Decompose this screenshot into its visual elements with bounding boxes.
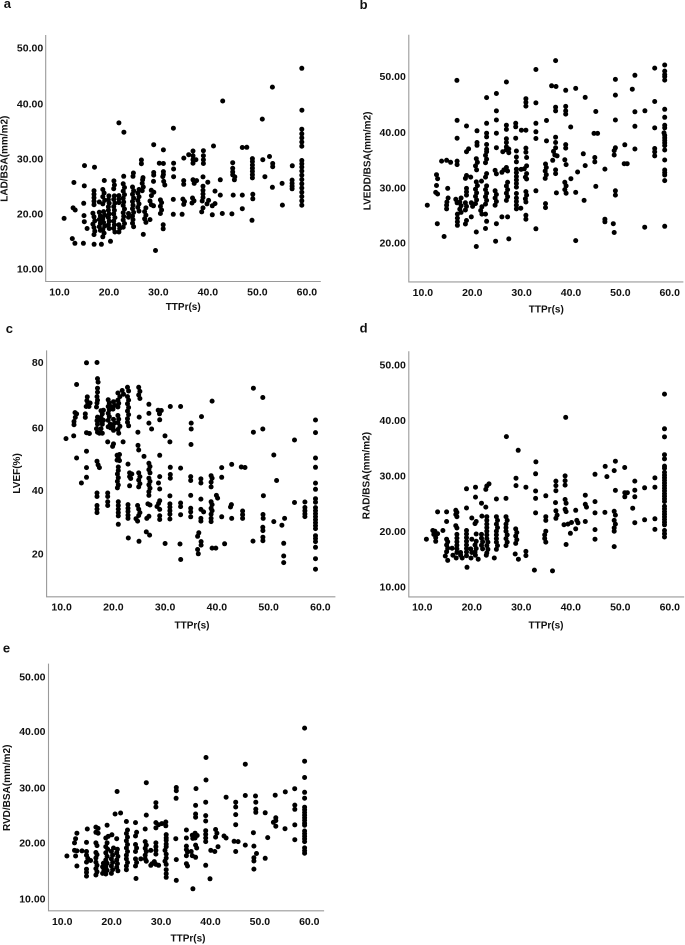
svg-text:60.0: 60.0	[310, 602, 331, 614]
svg-text:20.0: 20.0	[99, 286, 120, 298]
svg-text:40.00: 40.00	[17, 99, 43, 111]
svg-text:50.0: 50.0	[610, 287, 631, 299]
svg-text:10.0: 10.0	[52, 916, 73, 928]
svg-text:30.0: 30.0	[155, 602, 176, 614]
svg-text:20.0: 20.0	[103, 602, 124, 614]
svg-text:LVEF(%): LVEF(%)	[12, 453, 23, 493]
svg-text:10.0: 10.0	[413, 287, 434, 299]
svg-text:30.0: 30.0	[148, 286, 169, 298]
svg-text:d: d	[360, 320, 368, 335]
svg-text:50.0: 50.0	[247, 286, 268, 298]
svg-text:40.00: 40.00	[380, 415, 406, 427]
svg-text:50.00: 50.00	[380, 71, 406, 83]
svg-text:40.00: 40.00	[19, 726, 45, 738]
svg-text:50.00: 50.00	[17, 43, 43, 55]
svg-text:TTPr(s): TTPr(s)	[529, 305, 564, 316]
svg-text:30.0: 30.0	[151, 916, 172, 928]
svg-text:60.0: 60.0	[659, 287, 680, 299]
svg-text:10.0: 10.0	[49, 286, 70, 298]
svg-text:20.0: 20.0	[462, 287, 483, 299]
svg-text:RAD/BSA(mm/m2): RAD/BSA(mm/m2)	[362, 432, 373, 519]
svg-text:40: 40	[32, 485, 44, 497]
svg-text:TTPr(s): TTPr(s)	[529, 621, 564, 632]
svg-text:30.00: 30.00	[19, 783, 45, 795]
svg-text:40.0: 40.0	[200, 916, 221, 928]
svg-text:LAD/BSA(mm/m2): LAD/BSA(mm/m2)	[0, 116, 11, 202]
svg-text:10.0: 10.0	[51, 602, 72, 614]
svg-text:a: a	[4, 0, 12, 11]
svg-text:b: b	[360, 0, 368, 12]
svg-text:LVEDD/BSA(mm/m2): LVEDD/BSA(mm/m2)	[362, 112, 373, 211]
svg-text:60.0: 60.0	[297, 286, 318, 298]
svg-text:e: e	[3, 640, 10, 655]
svg-text:40.0: 40.0	[198, 286, 219, 298]
svg-text:40.0: 40.0	[561, 287, 582, 299]
svg-text:20.00: 20.00	[17, 209, 43, 221]
svg-text:50.00: 50.00	[19, 671, 45, 683]
svg-text:RVD/BSA(mm/m2): RVD/BSA(mm/m2)	[2, 745, 13, 832]
svg-text:20.0: 20.0	[462, 602, 483, 614]
svg-text:TTPr(s): TTPr(s)	[175, 621, 210, 632]
svg-text:30.0: 30.0	[511, 602, 532, 614]
svg-text:20.00: 20.00	[380, 238, 406, 250]
svg-text:30.00: 30.00	[17, 154, 43, 166]
svg-text:80: 80	[32, 357, 44, 369]
svg-text:60.0: 60.0	[660, 602, 681, 614]
svg-text:30.00: 30.00	[380, 470, 406, 482]
svg-text:30.0: 30.0	[511, 287, 532, 299]
svg-text:10.00: 10.00	[380, 582, 406, 594]
svg-text:20.00: 20.00	[380, 526, 406, 538]
svg-text:50.0: 50.0	[258, 602, 279, 614]
svg-text:20.00: 20.00	[19, 838, 45, 850]
svg-text:40.0: 40.0	[561, 602, 582, 614]
svg-text:30.00: 30.00	[380, 182, 406, 194]
svg-text:60.0: 60.0	[299, 916, 320, 928]
svg-text:TTPr(s): TTPr(s)	[171, 934, 206, 945]
svg-text:60: 60	[32, 422, 44, 434]
svg-text:c: c	[6, 321, 13, 336]
svg-text:50.00: 50.00	[380, 359, 406, 371]
svg-text:20: 20	[32, 548, 44, 560]
svg-text:50.0: 50.0	[610, 602, 631, 614]
svg-text:10.00: 10.00	[19, 894, 45, 906]
svg-text:TTPr(s): TTPr(s)	[166, 302, 201, 313]
svg-text:40.0: 40.0	[207, 602, 228, 614]
svg-text:40.00: 40.00	[380, 127, 406, 139]
svg-text:20.0: 20.0	[101, 916, 122, 928]
svg-text:50.0: 50.0	[250, 916, 271, 928]
svg-text:10.0: 10.0	[412, 602, 433, 614]
svg-text:10.00: 10.00	[17, 264, 43, 276]
